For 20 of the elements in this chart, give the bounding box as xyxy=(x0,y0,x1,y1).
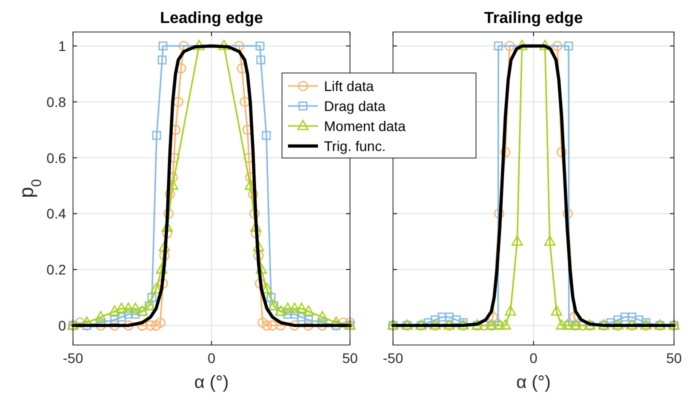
x-tick-label: 50 xyxy=(666,350,682,366)
y-tick-label: 0 xyxy=(58,317,66,334)
x-tick-label: 50 xyxy=(342,350,358,366)
chart-title: Leading edge xyxy=(160,10,264,27)
x-axis-title: α (°) xyxy=(516,372,551,392)
y-tick-label: 0.2 xyxy=(46,262,66,278)
x-axis-title: α (°) xyxy=(194,372,229,392)
y-tick-label: 0.6 xyxy=(46,150,66,166)
legend-label: Lift data xyxy=(324,78,374,94)
y-tick-label: 0.4 xyxy=(46,206,66,222)
legend-label: Trig. func. xyxy=(324,138,386,154)
legend-label: Moment data xyxy=(324,118,406,134)
x-tick-label: 0 xyxy=(530,350,538,366)
chart-title: Trailing edge xyxy=(484,10,583,27)
x-tick-label: 0 xyxy=(208,350,216,366)
x-tick-label: -50 xyxy=(382,350,404,366)
legend-label: Drag data xyxy=(324,98,386,114)
y-tick-label: 1 xyxy=(58,38,66,54)
y-tick-label: 0.8 xyxy=(46,94,66,110)
x-tick-label: -50 xyxy=(62,350,84,366)
